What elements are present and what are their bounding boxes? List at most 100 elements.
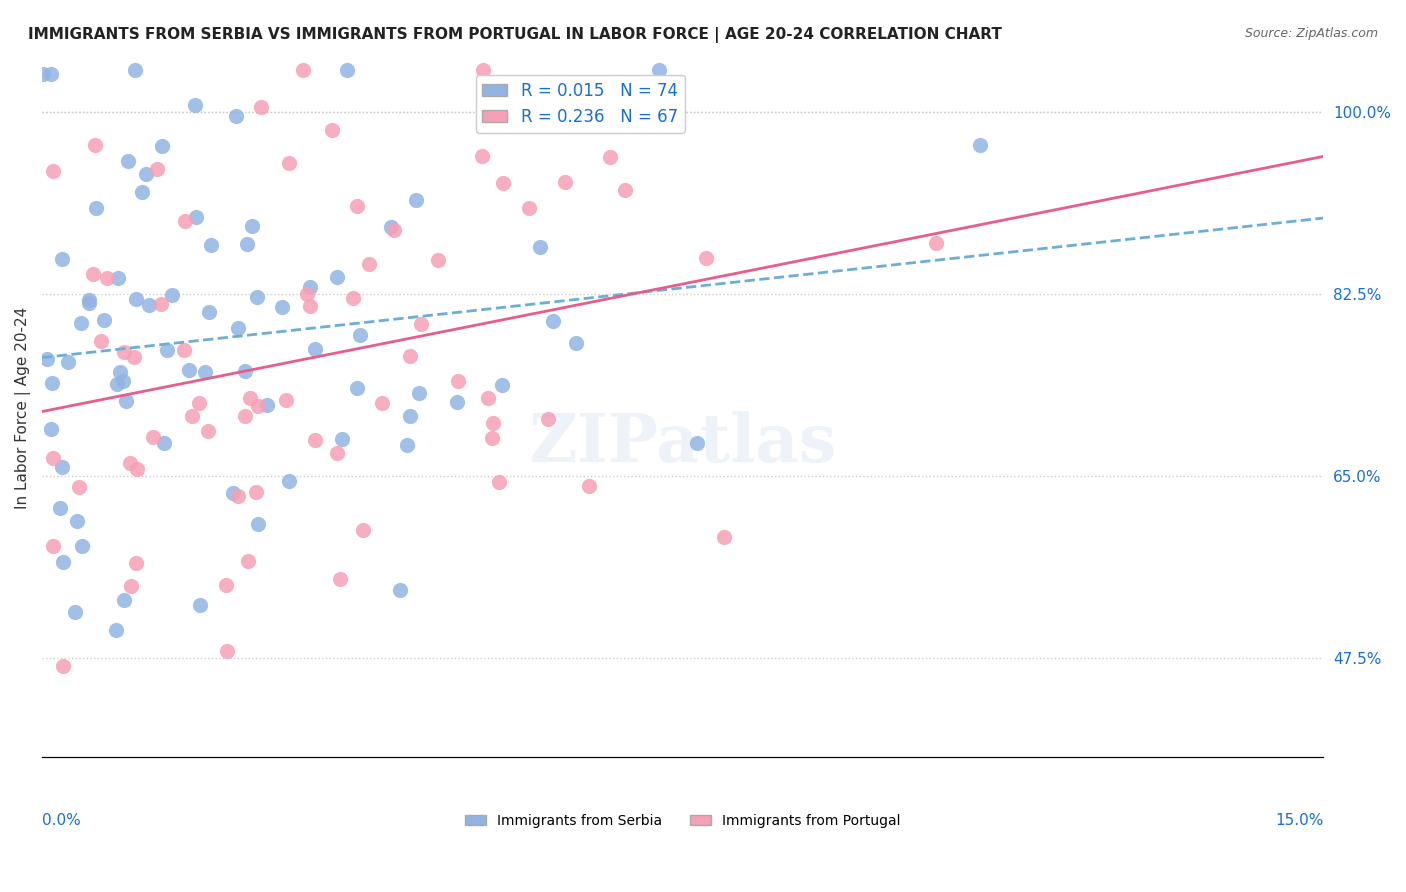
Point [578,478,600,492]
Point [488,475,510,489]
Point [492,176,515,190]
Point [330,433,353,447]
Point [613,183,636,197]
Point [274,393,297,408]
Point [233,364,256,378]
Point [142,430,165,444]
Text: 0.0%: 0.0% [42,813,82,828]
Point [446,394,468,409]
Point [188,396,211,410]
Point [396,438,419,452]
Point [125,293,148,307]
Point [329,572,352,586]
Point [188,599,211,613]
Point [233,409,256,423]
Point [599,150,621,164]
Point [482,416,505,430]
Point [270,300,292,314]
Point [245,485,267,500]
Point [104,624,127,638]
Point [346,381,368,395]
Point [256,399,278,413]
Point [122,350,145,364]
Point [304,342,326,356]
Point [380,219,402,234]
Point [695,251,717,265]
Point [537,411,560,425]
Point [152,436,174,450]
Point [108,365,131,379]
Point [215,644,238,658]
Point [118,456,141,470]
Point [69,316,91,330]
Point [179,363,201,377]
Point [240,219,263,233]
Point [51,252,73,266]
Point [86,202,108,216]
Point [304,433,326,447]
Point [107,271,129,285]
Point [297,287,319,301]
Point [39,422,62,436]
Text: ZIPatlas: ZIPatlas [529,410,837,475]
Point [124,62,146,77]
Point [541,314,564,328]
Point [346,199,368,213]
Point [398,409,420,424]
Point [342,291,364,305]
Point [49,501,72,516]
Point [184,98,207,112]
Point [174,213,197,227]
Point [225,110,247,124]
Point [277,156,299,170]
Point [156,343,179,357]
Point [239,391,262,405]
Point [125,556,148,570]
Point [371,396,394,410]
Point [321,123,343,137]
Point [150,138,173,153]
Point [146,162,169,177]
Point [42,450,65,465]
Point [249,99,271,113]
Text: IMMIGRANTS FROM SERBIA VS IMMIGRANTS FROM PORTUGAL IN LABOR FORCE | AGE 20-24 CO: IMMIGRANTS FROM SERBIA VS IMMIGRANTS FRO… [28,27,1002,43]
Point [90,334,112,348]
Point [82,267,104,281]
Point [194,365,217,379]
Point [173,343,195,357]
Point [52,555,75,569]
Point [388,582,411,597]
Point [686,436,709,450]
Point [382,223,405,237]
Point [96,271,118,285]
Y-axis label: In Labor Force | Age 20-24: In Labor Force | Age 20-24 [15,307,31,509]
Point [66,514,89,528]
Point [713,529,735,543]
Point [299,299,322,313]
Text: 15.0%: 15.0% [1275,813,1323,828]
Point [120,579,142,593]
Point [405,193,427,207]
Point [112,593,135,607]
Point [181,409,204,423]
Point [246,400,269,414]
Point [39,67,62,81]
Point [111,374,134,388]
Point [647,62,669,77]
Legend: Immigrants from Serbia, Immigrants from Portugal: Immigrants from Serbia, Immigrants from … [460,808,905,834]
Point [117,153,139,168]
Point [554,176,576,190]
Point [135,168,157,182]
Point [41,376,63,390]
Point [969,138,991,153]
Point [215,577,238,591]
Point [236,554,259,568]
Point [298,279,321,293]
Point [447,374,470,388]
Point [184,210,207,224]
Point [77,293,100,307]
Point [42,539,65,553]
Point [105,377,128,392]
Point [411,317,433,331]
Point [93,312,115,326]
